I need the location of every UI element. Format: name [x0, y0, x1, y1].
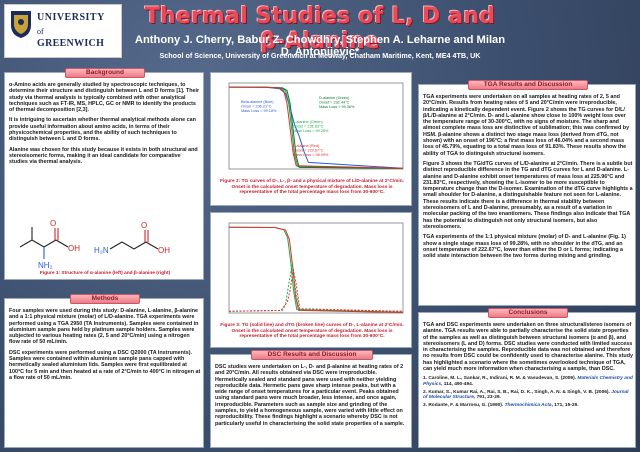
- curve-annotation: L-alanine (Green): [293, 120, 323, 124]
- figure3-caption: Figure 3: TG (solid line) and dTG (broke…: [220, 323, 404, 340]
- figure3-tg-dtg-chart: [215, 217, 409, 321]
- figure2-panel: Beta-alanine (Blue) Onset = 236.21°C Mass …: [210, 72, 412, 206]
- tga-paragraph: TGA experiments of the 1:1 physical mixt…: [423, 234, 626, 260]
- reference-item: 2. Kumar, S., Kumar Rai, A., Rai, S. B.,…: [423, 389, 629, 401]
- dsc-heading: DSC Results and Discussion: [251, 350, 373, 360]
- curve-annotation: L-alanine (Red): [293, 144, 320, 148]
- amine-label: NH₂: [38, 261, 53, 270]
- methods-paragraph: DSC experiments were performed using a D…: [9, 349, 201, 381]
- background-paragraph: Alanine was chosen for this study becaus…: [9, 146, 198, 166]
- logo-line-1: UNIVERSITY: [37, 12, 105, 23]
- background-panel: Background α-Amino acids are generally s…: [4, 68, 204, 280]
- figure3-panel: Figure 3: TG (solid line) and dTG (broke…: [210, 212, 412, 348]
- plot-frame: [228, 82, 404, 170]
- affiliation: School of Science, University of Greenwi…: [159, 51, 481, 60]
- tga-panel: TGA Results and Discussion TGA experimen…: [418, 80, 636, 306]
- figure2-caption: Figure 2: TG curves of D-, L-, β- and a …: [220, 179, 404, 196]
- curve-annotation: D-alanine (Green): [319, 96, 350, 100]
- reference-item: 3. Rodante, F. & Marrosu, G. (1990). The…: [423, 402, 579, 408]
- dsc-paragraph: DSC studies were undertaken on L-, D- an…: [215, 364, 405, 427]
- tga-paragraph: TGA experiments were undertaken on all s…: [423, 94, 630, 157]
- hydroxyl-label-beta: OH: [158, 246, 170, 255]
- tga-heading: TGA Results and Discussion: [468, 80, 588, 90]
- figure2-tg-chart: Beta-alanine (Blue)Onset = 236.21°CMass …: [215, 77, 409, 177]
- curve-annotation: Onset = 232.44°C: [319, 101, 350, 105]
- logo-line-3: GREENWICH: [37, 38, 105, 49]
- curve-annotation: Mass Loss = 99.18%: [241, 109, 277, 113]
- reference-item: 1. Caroline, M. L., Sankar, R., Indirani…: [423, 376, 633, 387]
- curve-annotation: Mass Loss = 99.36%: [319, 105, 355, 109]
- dsc-panel: DSC Results and Discussion DSC studies w…: [210, 350, 412, 448]
- background-paragraph: α-Amino acids are generally studied by s…: [9, 82, 200, 114]
- curve-annotation: Mass Loss = 99.28%: [293, 129, 329, 133]
- series-line-2: [228, 263, 404, 312]
- university-logo: UNIVERSITY of GREENWICH: [4, 4, 122, 58]
- curve-annotation: Onset = 231.83°C: [293, 125, 324, 129]
- alanine-structures: OH O NH₂ H₂N O OH: [19, 219, 170, 270]
- series-line-1: [228, 226, 404, 313]
- curve-annotation: Beta-alanine (Blue): [241, 100, 274, 104]
- series-line-0: [228, 226, 404, 313]
- background-paragraph: It is intriguing to ascertain whether th…: [9, 117, 196, 143]
- carbonyl-label-beta: O: [141, 221, 147, 230]
- logo-line-2: of: [37, 27, 44, 36]
- curve-annotation: Onset = 222.67°C: [293, 149, 324, 153]
- methods-paragraph: Four samples were used during this study…: [9, 308, 199, 346]
- plot-frame: [228, 222, 404, 314]
- methods-heading: Methods: [70, 294, 140, 304]
- series-line-3: [228, 86, 404, 169]
- conclusions-heading: Conclusions: [488, 308, 568, 318]
- poster-title: Thermal Studies of L, D and β-Alanine: [144, 4, 496, 54]
- methods-panel: Methods Four samples were used during th…: [4, 294, 204, 448]
- figure1-caption: Figure 1: Structure of α-alanine (left) …: [39, 271, 171, 276]
- reference-list: 1. Caroline, M. L., Sankar, R., Indirani…: [423, 376, 633, 408]
- conclusions-paragraph: TGA and DSC experiments were undertaken …: [423, 322, 633, 373]
- background-heading: Background: [65, 68, 145, 78]
- carbonyl-label: O: [50, 219, 56, 228]
- curve-annotation: Onset = 236.21°C: [241, 105, 272, 109]
- hydroxyl-label: OH: [68, 244, 80, 253]
- series-line-3: [228, 268, 404, 312]
- crest-icon: [11, 11, 31, 38]
- curve-annotation: Mass Loss = 98.99%: [293, 153, 329, 157]
- conclusions-panel: Conclusions TGA and DSC experiments were…: [418, 308, 636, 448]
- tga-paragraph: Figure 3 shows the TG/dTG curves of L/D-…: [423, 160, 633, 230]
- amine-label-beta: H₂N: [94, 246, 109, 255]
- author-list: Anthony J. Cherry, Babur Z. Chowdhry, St…: [134, 34, 506, 58]
